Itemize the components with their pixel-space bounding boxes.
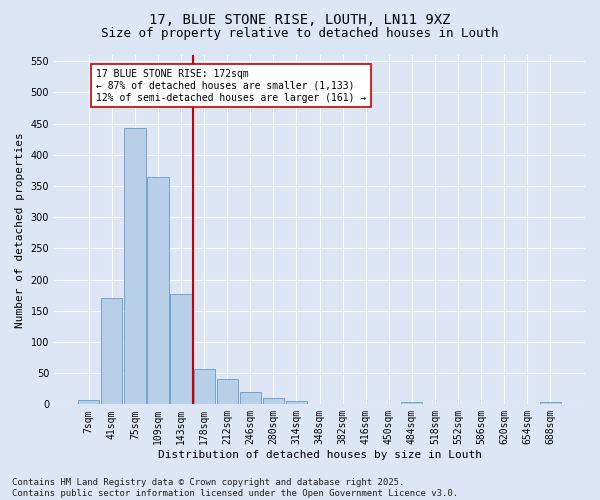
- Y-axis label: Number of detached properties: Number of detached properties: [15, 132, 25, 328]
- Bar: [239, 392, 261, 404]
- Bar: [263, 398, 284, 404]
- Text: Contains HM Land Registry data © Crown copyright and database right 2025.
Contai: Contains HM Land Registry data © Crown c…: [12, 478, 458, 498]
- Text: 17, BLUE STONE RISE, LOUTH, LN11 9XZ: 17, BLUE STONE RISE, LOUTH, LN11 9XZ: [149, 12, 451, 26]
- Bar: [286, 401, 307, 404]
- Text: Size of property relative to detached houses in Louth: Size of property relative to detached ho…: [101, 28, 499, 40]
- Bar: [539, 402, 561, 404]
- Bar: [401, 402, 422, 404]
- X-axis label: Distribution of detached houses by size in Louth: Distribution of detached houses by size …: [158, 450, 482, 460]
- Bar: [148, 178, 169, 404]
- Bar: [124, 128, 146, 404]
- Bar: [170, 294, 191, 405]
- Bar: [194, 369, 215, 404]
- Text: 17 BLUE STONE RISE: 172sqm
← 87% of detached houses are smaller (1,133)
12% of s: 17 BLUE STONE RISE: 172sqm ← 87% of deta…: [96, 70, 366, 102]
- Bar: [78, 400, 100, 404]
- Bar: [217, 380, 238, 404]
- Bar: [101, 298, 122, 405]
